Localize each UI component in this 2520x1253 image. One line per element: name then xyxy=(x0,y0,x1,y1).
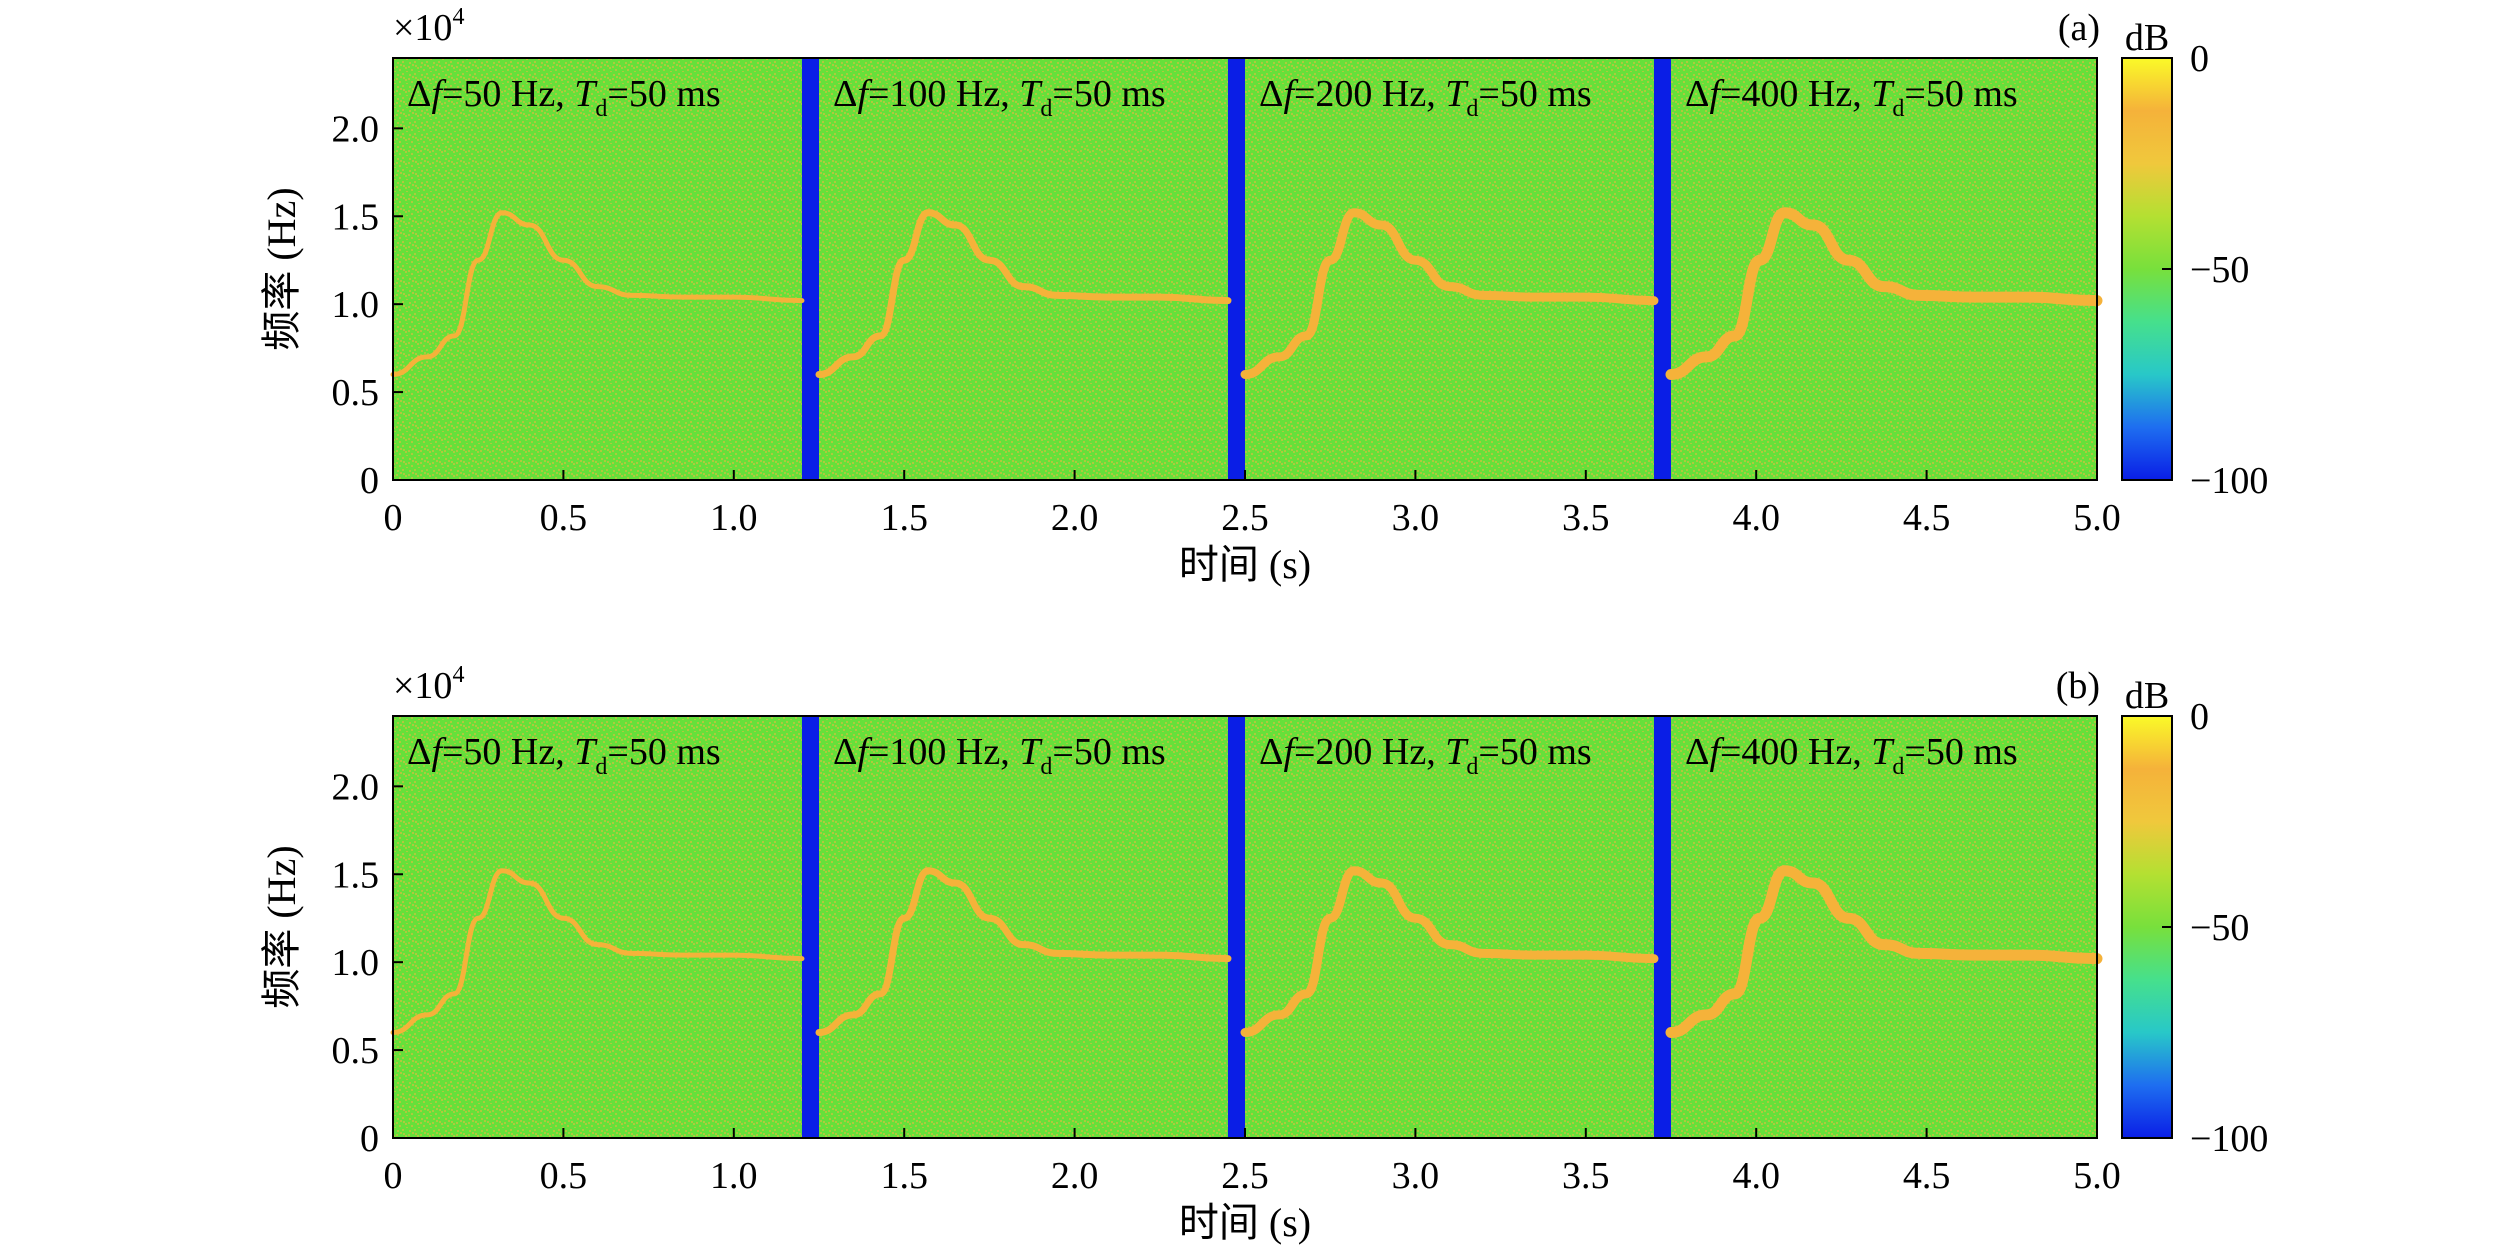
y-tick-label: 1.5 xyxy=(332,196,380,238)
ridge-curve xyxy=(815,867,1232,1036)
y-tick-label: 0 xyxy=(360,1118,379,1160)
y-multiplier: ×104 xyxy=(393,662,464,707)
x-tick-label: 3.5 xyxy=(1562,497,1610,539)
panel-b: Δf=50 Hz, Td=50 ms Δf=100 Hz, Td=50 ms Δf=… xyxy=(259,662,2268,1245)
spectrogram-segment xyxy=(1245,58,1654,480)
y-tick-label: 2.0 xyxy=(332,766,380,808)
segment-label: Δf=50 Hz, Td=50 ms xyxy=(407,731,721,780)
x-tick-label: 2.0 xyxy=(1051,497,1099,539)
x-tick-label: 1.5 xyxy=(880,497,928,539)
segment-label: Δf=200 Hz, Td=50 ms xyxy=(1259,731,1592,780)
segment-label: Δf=100 Hz, Td=50 ms xyxy=(833,731,1166,780)
segment-3: Δf=200 Hz, Td=50 ms xyxy=(1240,58,1659,480)
segment-2: Δf=100 Hz, Td=50 ms xyxy=(815,58,1232,480)
segment-2: Δf=100 Hz, Td=50 ms xyxy=(815,716,1232,1138)
segment-1: Δf=50 Hz, Td=50 ms xyxy=(390,58,805,480)
spectrogram-segment xyxy=(819,58,1228,480)
panel-label: (b) xyxy=(2056,665,2100,707)
x-tick-label: 1.5 xyxy=(880,1155,928,1197)
x-tick-label: 0.5 xyxy=(540,497,588,539)
y-axis-title: 频率 (Hz) xyxy=(259,187,304,350)
x-tick-label: 5.0 xyxy=(2073,497,2121,539)
y-tick-label: 1.0 xyxy=(332,284,380,326)
panel-a: Δf=50 Hz, Td=50 ms Δf=100 Hz, Td=50 ms Δf=… xyxy=(259,4,2268,587)
x-tick-label: 0.5 xyxy=(540,1155,588,1197)
segment-label: Δf=100 Hz, Td=50 ms xyxy=(833,73,1166,122)
spectrogram-segment xyxy=(393,716,802,1138)
colorbar-tick-label: −50 xyxy=(2190,249,2249,291)
colorbar-tick-label: 0 xyxy=(2190,38,2209,80)
x-tick-label: 2.0 xyxy=(1051,1155,1099,1197)
segment-label: Δf=400 Hz, Td=50 ms xyxy=(1685,73,2018,122)
y-tick-label: 1.5 xyxy=(332,854,380,896)
y-tick-label: 2.0 xyxy=(332,108,380,150)
x-axis-title: 时间 (s) xyxy=(1179,1200,1311,1245)
y-tick-label: 0.5 xyxy=(332,372,380,414)
x-tick-label: 2.5 xyxy=(1221,1155,1269,1197)
colorbar-unit: dB xyxy=(2125,17,2169,59)
x-tick-label: 3.5 xyxy=(1562,1155,1610,1197)
segment-4: Δf=400 Hz, Td=50 ms xyxy=(1665,716,2103,1138)
x-tick-label: 1.0 xyxy=(710,497,758,539)
x-tick-label: 4.0 xyxy=(1732,497,1780,539)
segment-4: Δf=400 Hz, Td=50 ms xyxy=(1665,58,2103,480)
ridge-curve xyxy=(390,868,805,1035)
y-multiplier: ×104 xyxy=(393,4,464,49)
colorbar-tick-label: −50 xyxy=(2190,907,2249,949)
panel-label: (a) xyxy=(2058,7,2100,49)
y-tick-label: 1.0 xyxy=(332,942,380,984)
ridge-curve xyxy=(1665,865,2103,1038)
segment-label: Δf=50 Hz, Td=50 ms xyxy=(407,73,721,122)
x-tick-label: 5.0 xyxy=(2073,1155,2121,1197)
spectrogram-segment xyxy=(1245,716,1654,1138)
x-tick-label: 1.0 xyxy=(710,1155,758,1197)
x-tick-label: 0 xyxy=(384,1155,403,1197)
ridge-curve xyxy=(1240,208,1659,379)
segment-label: Δf=200 Hz, Td=50 ms xyxy=(1259,73,1592,122)
segment-1: Δf=50 Hz, Td=50 ms xyxy=(390,716,805,1138)
colorbar-tick-label: 0 xyxy=(2190,696,2209,738)
ridge-curve xyxy=(390,210,805,377)
y-axis-title: 频率 (Hz) xyxy=(259,845,304,1008)
spectrogram-segment xyxy=(1671,58,2097,480)
colorbar-unit: dB xyxy=(2125,675,2169,717)
x-axis-title: 时间 (s) xyxy=(1179,542,1311,587)
x-tick-label: 4.5 xyxy=(1903,497,1951,539)
x-tick-label: 4.0 xyxy=(1732,1155,1780,1197)
ridge-curve xyxy=(815,209,1232,378)
colorbar-tick-label: −100 xyxy=(2190,460,2268,502)
ridge-curve xyxy=(1240,866,1659,1037)
x-tick-label: 2.5 xyxy=(1221,497,1269,539)
segment-label: Δf=400 Hz, Td=50 ms xyxy=(1685,731,2018,780)
x-tick-label: 3.0 xyxy=(1392,497,1440,539)
spectrogram-segment xyxy=(1671,716,2097,1138)
spectrogram-segment xyxy=(819,716,1228,1138)
spectrogram-segment xyxy=(393,58,802,480)
segment-3: Δf=200 Hz, Td=50 ms xyxy=(1240,716,1659,1138)
x-tick-label: 4.5 xyxy=(1903,1155,1951,1197)
y-tick-label: 0.5 xyxy=(332,1030,380,1072)
y-tick-label: 0 xyxy=(360,460,379,502)
ridge-curve xyxy=(1665,207,2103,380)
x-tick-label: 3.0 xyxy=(1392,1155,1440,1197)
x-tick-label: 0 xyxy=(384,497,403,539)
colorbar-tick-label: −100 xyxy=(2190,1118,2268,1160)
